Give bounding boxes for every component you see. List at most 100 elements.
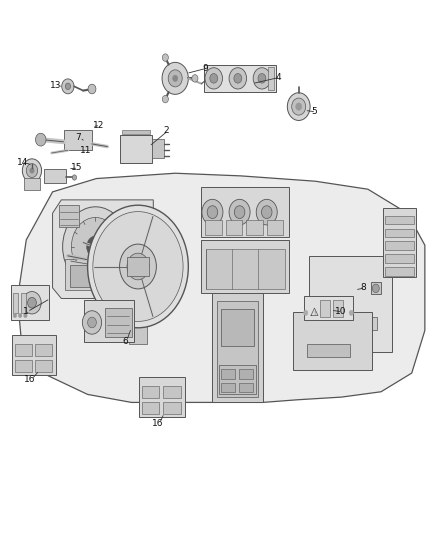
Bar [163, 386, 181, 398]
Bar [205, 220, 222, 235]
Circle shape [71, 217, 120, 276]
Circle shape [87, 236, 104, 257]
Bar [21, 293, 26, 313]
Circle shape [256, 199, 277, 225]
Circle shape [110, 217, 158, 276]
Circle shape [168, 70, 182, 87]
Bar [84, 300, 134, 342]
Bar [201, 187, 289, 237]
Circle shape [205, 68, 223, 89]
Circle shape [22, 159, 42, 182]
Bar [142, 402, 159, 414]
Text: 7: 7 [75, 133, 81, 142]
Bar [64, 130, 92, 150]
Circle shape [258, 74, 266, 83]
Polygon shape [53, 200, 153, 298]
Text: 14: 14 [17, 158, 28, 167]
Text: 15: 15 [71, 164, 82, 172]
Bar [105, 308, 132, 337]
Bar [246, 220, 263, 235]
Circle shape [127, 253, 149, 280]
Text: 8: 8 [360, 284, 367, 292]
Circle shape [210, 74, 218, 83]
Circle shape [296, 103, 302, 110]
Bar [226, 220, 242, 235]
Circle shape [24, 313, 27, 318]
Bar [206, 249, 285, 289]
Bar [163, 402, 181, 414]
Circle shape [229, 199, 250, 225]
Bar [35, 344, 52, 356]
Circle shape [28, 297, 36, 308]
Circle shape [63, 207, 128, 287]
Circle shape [162, 54, 169, 61]
Circle shape [88, 205, 188, 328]
Text: 10: 10 [335, 308, 346, 316]
Bar [239, 383, 253, 392]
Text: 11: 11 [80, 147, 92, 155]
Circle shape [82, 311, 102, 334]
Bar [201, 240, 289, 293]
Bar [221, 369, 235, 379]
Bar [385, 267, 414, 276]
Circle shape [13, 313, 17, 318]
Circle shape [304, 310, 308, 316]
Bar [320, 300, 330, 317]
Circle shape [18, 313, 22, 318]
Bar [120, 135, 152, 163]
Circle shape [253, 68, 271, 89]
Bar [371, 282, 381, 294]
Bar [35, 360, 52, 372]
Bar [212, 293, 263, 402]
Bar [13, 293, 18, 313]
Circle shape [192, 75, 198, 82]
Text: 6: 6 [122, 337, 128, 345]
Circle shape [207, 206, 218, 219]
Bar [11, 285, 49, 320]
Text: 12: 12 [93, 121, 104, 130]
Bar [221, 309, 254, 346]
Bar [383, 208, 416, 277]
Bar [24, 178, 40, 190]
Bar [122, 130, 150, 134]
Circle shape [72, 175, 77, 180]
Bar [293, 312, 372, 370]
Circle shape [93, 212, 183, 321]
Bar [15, 344, 32, 356]
Circle shape [162, 95, 168, 103]
Polygon shape [18, 173, 425, 402]
Text: 5: 5 [311, 108, 318, 116]
Circle shape [202, 199, 223, 225]
Circle shape [234, 74, 242, 83]
Bar [385, 254, 414, 263]
Text: 9: 9 [202, 64, 208, 72]
Circle shape [65, 83, 71, 90]
Bar [15, 360, 32, 372]
Circle shape [287, 93, 310, 120]
Circle shape [173, 75, 178, 82]
Bar [309, 256, 392, 352]
Bar [204, 65, 276, 92]
Bar [12, 335, 56, 375]
Bar [152, 139, 164, 158]
Circle shape [35, 133, 46, 146]
Circle shape [23, 292, 41, 314]
Circle shape [62, 79, 74, 94]
Circle shape [88, 317, 96, 328]
Text: 16: 16 [152, 419, 163, 428]
Bar [59, 205, 79, 227]
Bar [139, 377, 185, 417]
Text: 1: 1 [22, 308, 28, 316]
Circle shape [120, 244, 156, 289]
Bar [65, 259, 113, 290]
Circle shape [261, 206, 272, 219]
Bar [385, 216, 414, 224]
Bar [267, 220, 283, 235]
Circle shape [88, 84, 96, 94]
Bar [304, 296, 353, 320]
Circle shape [30, 168, 34, 173]
Circle shape [229, 68, 247, 89]
Circle shape [234, 206, 245, 219]
Bar [320, 317, 377, 330]
Bar [385, 241, 414, 250]
